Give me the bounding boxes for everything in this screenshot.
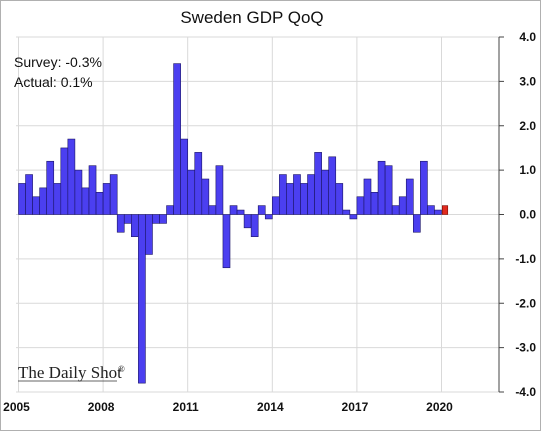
bar xyxy=(74,169,83,215)
y-tick-label: -1.0 xyxy=(515,252,536,266)
bar xyxy=(328,156,337,215)
y-axis-ticks: 4.0 3.0 2.0 1.0 0.0 -1.0 -2.0 -3.0 -4.0 xyxy=(499,30,536,399)
x-tick-label: 2005 xyxy=(3,400,30,414)
bar xyxy=(391,205,400,215)
bar xyxy=(398,196,407,215)
bar xyxy=(236,209,245,215)
x-tick-label: 2017 xyxy=(342,400,369,414)
bar xyxy=(81,187,90,215)
bar xyxy=(286,183,294,215)
bar xyxy=(95,192,104,215)
bar xyxy=(145,214,153,255)
bar xyxy=(25,174,33,215)
bar xyxy=(300,183,308,215)
the-daily-shot-logo: The Daily Shot ® xyxy=(18,363,125,382)
bar xyxy=(222,214,231,269)
bar xyxy=(405,178,414,215)
bar xyxy=(46,160,55,215)
x-tick-label: 2011 xyxy=(173,400,199,414)
bar-series xyxy=(18,63,449,384)
bar xyxy=(321,169,329,215)
bar xyxy=(18,183,26,215)
bar xyxy=(370,192,379,215)
bar xyxy=(159,214,167,224)
y-tick-label: -2.0 xyxy=(515,296,536,310)
bar xyxy=(131,214,139,237)
y-tick-label: -4.0 xyxy=(515,385,536,399)
bar xyxy=(377,160,386,215)
bar xyxy=(32,196,40,215)
chart-title: Sweden GDP QoQ xyxy=(180,8,323,27)
bar xyxy=(39,187,48,215)
bar xyxy=(264,214,273,220)
bar xyxy=(60,147,69,215)
bar xyxy=(173,63,181,215)
bar xyxy=(180,138,188,215)
bar xyxy=(67,138,76,215)
bar xyxy=(138,214,146,384)
bar xyxy=(109,174,118,215)
bar xyxy=(208,205,217,215)
survey-annotation: Survey: -0.3% xyxy=(14,54,102,70)
bar xyxy=(116,214,125,233)
bar xyxy=(88,165,97,215)
y-tick-label: 3.0 xyxy=(519,74,536,88)
bar xyxy=(166,205,174,215)
bar xyxy=(257,205,266,215)
bar xyxy=(307,174,315,215)
bar xyxy=(152,214,160,224)
bar xyxy=(335,183,344,215)
bar xyxy=(250,214,259,237)
y-tick-label: 2.0 xyxy=(519,119,536,133)
x-tick-label: 2020 xyxy=(426,400,453,414)
bar xyxy=(229,205,238,215)
bar xyxy=(293,174,301,215)
bar-highlight xyxy=(441,205,449,215)
y-tick-label: -3.0 xyxy=(515,341,536,355)
bar xyxy=(53,183,62,215)
bar xyxy=(384,165,393,215)
bar xyxy=(243,214,252,229)
bar xyxy=(420,160,428,215)
x-axis-ticks: 2005 2008 2011 2014 2017 2020 xyxy=(3,400,453,414)
bar xyxy=(201,178,210,215)
bar xyxy=(279,174,287,215)
bar xyxy=(349,214,358,220)
y-tick-label: 0.0 xyxy=(519,208,536,222)
bar xyxy=(123,214,132,224)
bar xyxy=(412,214,421,233)
registered-mark: ® xyxy=(118,364,125,374)
x-tick-label: 2014 xyxy=(257,400,284,414)
bar xyxy=(434,209,442,215)
bar xyxy=(342,209,351,215)
bar xyxy=(314,152,322,215)
bar xyxy=(356,196,365,215)
y-tick-label: 1.0 xyxy=(519,163,536,177)
bar xyxy=(271,196,280,215)
bar xyxy=(427,205,435,215)
y-tick-label: 4.0 xyxy=(519,30,536,44)
bar xyxy=(215,165,224,215)
watermark-text: The Daily Shot xyxy=(18,363,122,382)
bar xyxy=(187,169,196,215)
bar xyxy=(102,183,111,215)
x-tick-label: 2008 xyxy=(88,400,115,414)
bar xyxy=(363,178,372,215)
actual-annotation: Actual: 0.1% xyxy=(14,74,93,90)
bar xyxy=(194,152,203,215)
